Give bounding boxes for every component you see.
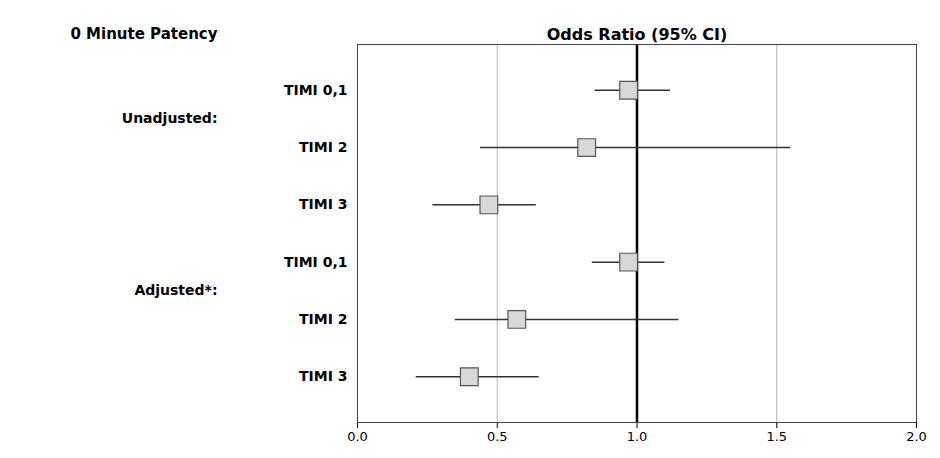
- svg-text:TIMI 0,1: TIMI 0,1: [284, 82, 348, 98]
- svg-text:TIMI 2: TIMI 2: [299, 311, 348, 327]
- svg-text:0 Minute Patency: 0 Minute Patency: [70, 25, 217, 43]
- svg-text:1.5: 1.5: [766, 429, 787, 444]
- svg-text:Adjusted*:: Adjusted*:: [134, 282, 217, 298]
- svg-text:TIMI 3: TIMI 3: [299, 196, 348, 212]
- svg-text:TIMI 2: TIMI 2: [299, 139, 348, 155]
- svg-text:0.0: 0.0: [347, 429, 368, 444]
- svg-text:0.5: 0.5: [487, 429, 508, 444]
- svg-text:Unadjusted:: Unadjusted:: [122, 110, 218, 126]
- svg-text:1.0: 1.0: [627, 429, 648, 444]
- svg-text:2.0: 2.0: [906, 429, 927, 444]
- svg-text:TIMI 3: TIMI 3: [299, 368, 348, 384]
- svg-text:Odds Ratio (95% CI): Odds Ratio (95% CI): [547, 25, 728, 44]
- svg-text:TIMI 0,1: TIMI 0,1: [284, 254, 348, 270]
